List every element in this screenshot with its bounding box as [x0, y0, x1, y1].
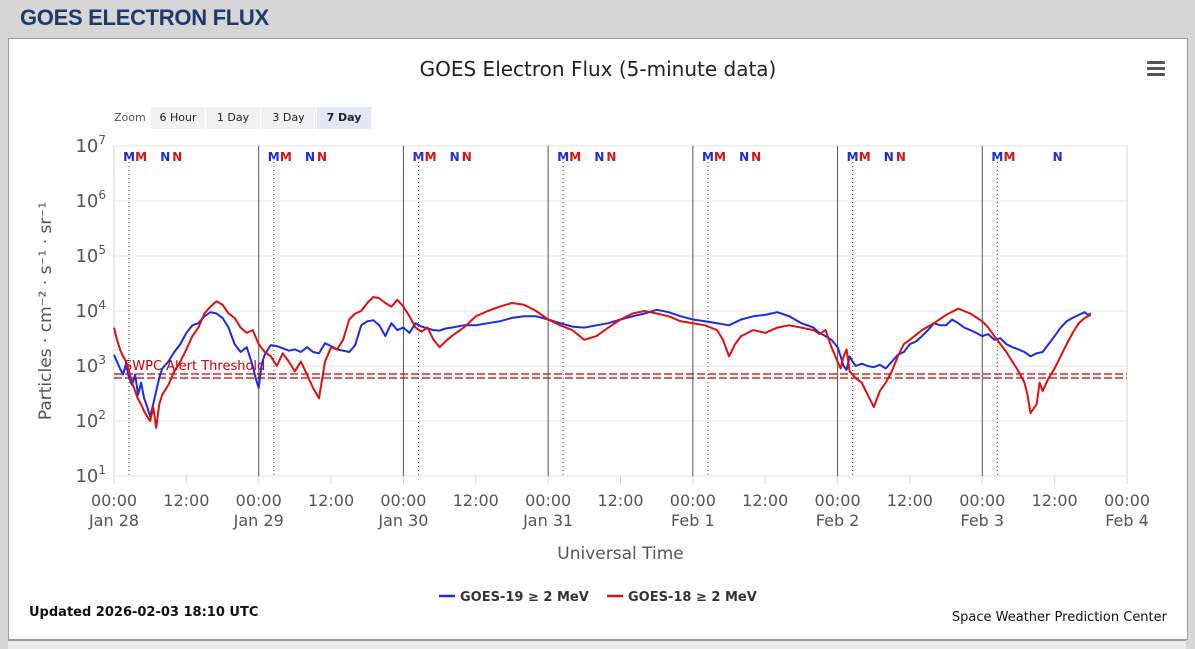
chart-menu-icon[interactable]: [1147, 61, 1165, 77]
crossing-label-n: N: [172, 150, 182, 164]
crossing-label-m: M: [1003, 150, 1015, 164]
crossing-label-m: M: [280, 150, 292, 164]
x-tick-time-label: 00:00: [1104, 491, 1150, 510]
crossing-label-m: M: [425, 150, 437, 164]
crossing-label-m: M: [991, 150, 1003, 164]
crossing-label-n: N: [896, 150, 906, 164]
x-tick-time-label: 12:00: [742, 491, 788, 510]
x-tick-date-label: Jan 31: [522, 511, 573, 530]
x-tick-time-label: 12:00: [163, 491, 209, 510]
legend-label-goes-19: GOES-19 ≥ 2 MeV: [460, 590, 589, 605]
x-tick-date-label: Feb 2: [816, 511, 860, 530]
x-tick-time-label: 00:00: [959, 491, 1005, 510]
crossing-label-m: M: [714, 150, 726, 164]
credit-text: Space Weather Prediction Center: [951, 610, 1167, 625]
crossing-label-m: M: [135, 150, 147, 164]
chart-title: GOES Electron Flux (5-minute data): [419, 57, 777, 81]
crossing-label-m: M: [123, 150, 135, 164]
zoom-1-day-button[interactable]: 1 Day: [206, 107, 260, 129]
x-tick-time-label: 00:00: [525, 491, 571, 510]
page-header: GOES ELECTRON FLUX: [0, 0, 1195, 36]
y-tick-label: 101: [75, 463, 106, 487]
crossing-label-n: N: [317, 150, 327, 164]
y-tick-label: 104: [75, 298, 106, 322]
crossing-label-n: N: [450, 150, 460, 164]
crossing-label-m: M: [557, 150, 569, 164]
crossing-label-n: N: [160, 150, 170, 164]
crossing-label-n: N: [751, 150, 761, 164]
x-tick-time-label: 12:00: [887, 491, 933, 510]
legend-label-goes-18: GOES-18 ≥ 2 MeV: [628, 590, 757, 605]
series-line-goes-19: [113, 308, 1092, 418]
x-tick-time-label: 12:00: [308, 491, 354, 510]
crossing-label-n: N: [606, 150, 616, 164]
crossing-label-n: N: [462, 150, 472, 164]
x-tick-date-label: Jan 30: [377, 511, 428, 530]
crossing-label-n: N: [594, 150, 604, 164]
x-tick-date-label: Feb 1: [671, 511, 715, 530]
y-tick-label: 106: [75, 188, 106, 212]
x-axis-title: Universal Time: [557, 544, 683, 564]
x-tick-time-label: 00:00: [236, 491, 282, 510]
zoom-3-day-button[interactable]: 3 Day: [261, 107, 316, 129]
series-line-goes-18: [113, 296, 1092, 429]
crossing-label-m: M: [569, 150, 581, 164]
zoom-6-hour-button[interactable]: 6 Hour: [151, 107, 205, 129]
crossing-label-n: N: [884, 150, 894, 164]
updated-timestamp: Updated 2026-02-03 18:10 UTC: [29, 605, 259, 620]
x-tick-time-label: 12:00: [453, 491, 499, 510]
x-tick-date-label: Feb 3: [960, 511, 1004, 530]
x-tick-date-label: Jan 28: [88, 511, 139, 530]
x-tick-time-label: 00:00: [91, 491, 137, 510]
page-heading: GOES ELECTRON FLUX: [20, 5, 269, 30]
x-tick-time-label: 00:00: [815, 491, 861, 510]
x-tick-time-label: 00:00: [380, 491, 426, 510]
crossing-label-m: M: [268, 150, 280, 164]
x-tick-date-label: Jan 29: [233, 511, 284, 530]
x-tick-time-label: 00:00: [670, 491, 716, 510]
x-tick-time-label: 12:00: [1032, 491, 1078, 510]
x-tick-date-label: Feb 4: [1105, 511, 1149, 530]
crossing-label-n: N: [1053, 150, 1063, 164]
zoom-7-day-button[interactable]: 7 Day: [317, 107, 371, 129]
crossing-label-m: M: [413, 150, 425, 164]
crossing-label-m: M: [847, 150, 859, 164]
threshold-label: SWPC Alert Threshold: [124, 359, 265, 374]
y-tick-label: 103: [75, 353, 106, 377]
crossing-label-m: M: [702, 150, 714, 164]
y-tick-label: 102: [75, 408, 106, 432]
y-tick-label: 107: [75, 133, 106, 157]
y-axis-title: Particles · cm⁻² · s⁻¹ · sr⁻¹: [36, 202, 56, 420]
bottom-strip: [8, 640, 1186, 649]
crossing-label-n: N: [739, 150, 749, 164]
y-tick-label: 105: [75, 243, 106, 267]
crossing-label-n: N: [305, 150, 315, 164]
chart-container: 101 102 103 104 105 106 107 M M N N M M N N M M N N M M N N M M N…: [8, 38, 1188, 640]
zoom-label: Zoom: [114, 111, 146, 124]
x-tick-time-label: 12:00: [597, 491, 643, 510]
crossing-label-m: M: [859, 150, 871, 164]
